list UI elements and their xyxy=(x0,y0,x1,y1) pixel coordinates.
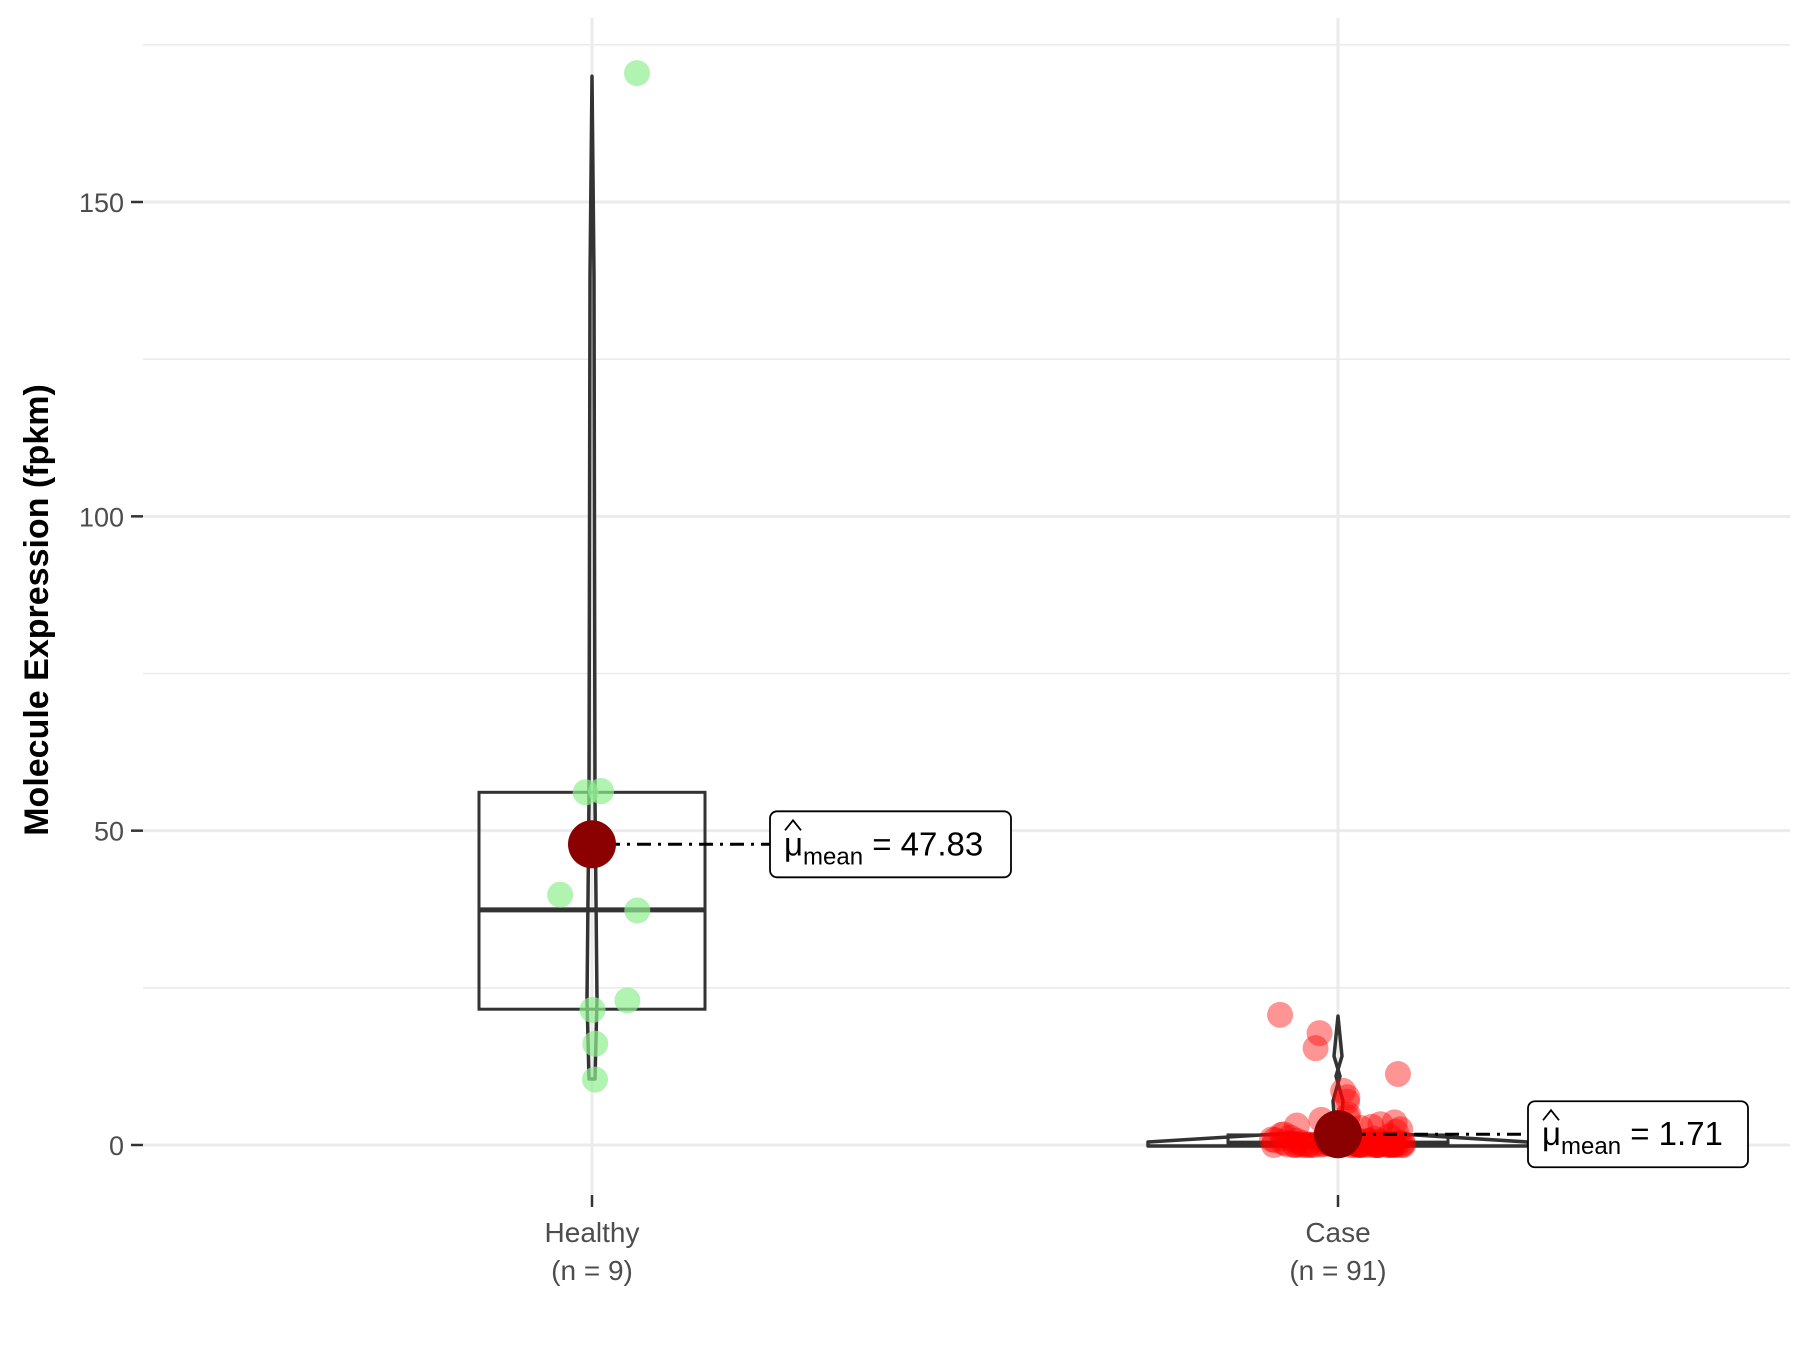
data-point-case xyxy=(1361,1132,1388,1158)
mean-hat-case xyxy=(1542,1108,1560,1121)
data-point-case xyxy=(1334,1088,1361,1115)
data-point-case xyxy=(1274,1131,1301,1158)
points-layer xyxy=(547,60,1416,1158)
data-point-case xyxy=(1262,1126,1289,1153)
mean-value: = 1.71 xyxy=(1621,1115,1723,1152)
mean-marker-healthy xyxy=(568,820,616,869)
data-point-case xyxy=(1362,1132,1389,1158)
data-point-case xyxy=(1384,1060,1411,1087)
data-point-case xyxy=(1359,1130,1386,1157)
x-category-count-case: (n = 91) xyxy=(1289,1255,1386,1286)
grid-layer xyxy=(143,18,1790,1195)
data-point-case xyxy=(1375,1132,1402,1158)
data-point-case xyxy=(1302,1035,1329,1062)
data-point-case xyxy=(1361,1125,1388,1152)
data-point-case xyxy=(1379,1131,1406,1158)
mean-subscript: mean xyxy=(1561,1133,1621,1160)
data-point-case xyxy=(1306,1020,1333,1047)
data-point-case xyxy=(1294,1132,1321,1158)
data-point-case xyxy=(1376,1132,1403,1158)
data-point-case xyxy=(1376,1131,1403,1158)
data-point-case xyxy=(1364,1132,1391,1158)
data-point-healthy xyxy=(579,996,606,1023)
data-point-case xyxy=(1376,1123,1403,1150)
y-tick-label-0: 0 xyxy=(109,1131,124,1161)
data-point-case xyxy=(1283,1112,1310,1139)
data-point-case xyxy=(1289,1130,1316,1157)
data-point-healthy xyxy=(582,1030,609,1057)
mean-label-box-healthy xyxy=(769,810,1012,879)
y-tick-label-100: 100 xyxy=(79,502,124,532)
data-point-case xyxy=(1268,1121,1295,1148)
data-point-case xyxy=(1381,1109,1408,1136)
data-point-case xyxy=(1281,1132,1308,1158)
data-point-case xyxy=(1330,1077,1357,1104)
data-point-case xyxy=(1380,1132,1407,1158)
violin-layer xyxy=(585,74,1530,1148)
data-point-case xyxy=(1378,1131,1405,1158)
x-category-count-healthy: (n = 9) xyxy=(551,1255,633,1286)
data-point-case xyxy=(1259,1126,1286,1153)
mean-marker-case xyxy=(1314,1110,1362,1159)
data-point-case xyxy=(1365,1132,1392,1158)
x-category-label-healthy: Healthy xyxy=(545,1217,640,1248)
data-point-healthy xyxy=(582,1066,609,1093)
data-point-case xyxy=(1277,1124,1304,1151)
data-point-case xyxy=(1382,1118,1409,1145)
data-point-case xyxy=(1270,1129,1297,1156)
mean-symbol: μ xyxy=(1542,1115,1561,1152)
y-axis-title: Molecule Expression (fpkm) xyxy=(18,384,56,836)
mean-symbol: μ xyxy=(784,825,803,862)
mean-label-box-case xyxy=(1527,1100,1749,1169)
data-point-case xyxy=(1382,1132,1409,1158)
data-point-case xyxy=(1290,1132,1317,1158)
data-point-case xyxy=(1334,1084,1361,1111)
mean-subscript: mean xyxy=(803,843,863,870)
mean-label-healthy: μmean = 47.83 xyxy=(784,825,983,870)
data-point-case xyxy=(1389,1132,1416,1158)
x-category-label-case: Case xyxy=(1305,1217,1370,1248)
data-point-case xyxy=(1366,1131,1393,1158)
data-point-case xyxy=(1389,1130,1416,1157)
data-point-case xyxy=(1285,1131,1312,1158)
mean-label-case: μmean = 1.71 xyxy=(1542,1115,1723,1160)
y-tick-label-50: 50 xyxy=(94,817,124,847)
axis-layer: 0 50 100 150 Healthy (n = 9) Case (n = 91) xyxy=(79,188,1387,1286)
data-point-case xyxy=(1367,1111,1394,1138)
data-point-case xyxy=(1365,1132,1392,1158)
data-point-case xyxy=(1387,1116,1414,1143)
data-point-case xyxy=(1281,1132,1308,1158)
data-point-case xyxy=(1283,1127,1310,1154)
data-point-healthy xyxy=(614,987,641,1014)
data-point-case xyxy=(1380,1131,1407,1158)
data-point-healthy xyxy=(624,60,650,87)
data-point-case xyxy=(1267,1001,1294,1028)
data-point-healthy xyxy=(572,779,599,806)
data-point-case xyxy=(1385,1130,1412,1157)
data-point-case xyxy=(1270,1121,1297,1148)
data-point-healthy xyxy=(624,897,651,924)
data-point-case xyxy=(1388,1132,1415,1158)
data-point-healthy xyxy=(547,881,574,908)
data-point-case xyxy=(1260,1132,1287,1158)
y-tick-label-150: 150 xyxy=(79,188,124,218)
mean-value: = 47.83 xyxy=(863,825,983,862)
mean-hat-healthy xyxy=(784,818,802,831)
